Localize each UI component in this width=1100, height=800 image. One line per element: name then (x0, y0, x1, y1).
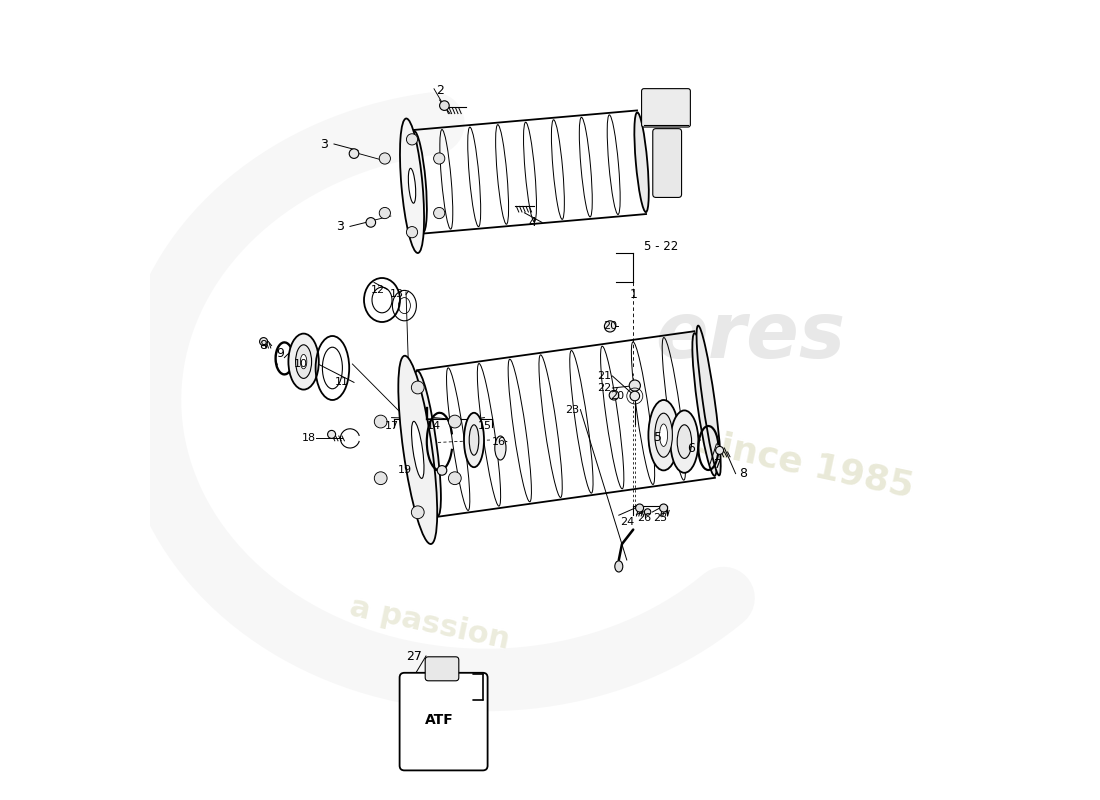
Text: 11: 11 (336, 378, 349, 387)
Text: 20: 20 (603, 322, 617, 331)
Ellipse shape (414, 370, 441, 516)
Text: 15: 15 (477, 421, 492, 430)
Ellipse shape (635, 113, 649, 212)
Ellipse shape (408, 168, 416, 203)
Text: 8: 8 (260, 339, 267, 352)
Text: ATF: ATF (426, 713, 454, 727)
Text: 5: 5 (654, 431, 662, 444)
Text: 8: 8 (739, 467, 748, 480)
Ellipse shape (300, 354, 307, 369)
Text: 19: 19 (397, 466, 411, 475)
Circle shape (260, 338, 267, 346)
Circle shape (636, 504, 644, 512)
Circle shape (660, 504, 668, 512)
Circle shape (449, 472, 461, 485)
FancyBboxPatch shape (399, 673, 487, 770)
Circle shape (645, 509, 651, 515)
Text: 4: 4 (528, 216, 537, 229)
Circle shape (349, 149, 359, 158)
Text: 16: 16 (492, 437, 506, 446)
Ellipse shape (660, 424, 668, 446)
Text: 14: 14 (427, 421, 441, 430)
Text: 5 - 22: 5 - 22 (645, 240, 679, 253)
Text: 22: 22 (597, 383, 612, 393)
Circle shape (374, 472, 387, 485)
Circle shape (406, 134, 418, 145)
Circle shape (406, 226, 418, 238)
Text: 13: 13 (389, 290, 404, 299)
Text: eres: eres (654, 298, 845, 374)
Circle shape (411, 506, 425, 518)
Text: 17: 17 (385, 421, 398, 430)
Circle shape (440, 101, 449, 110)
Text: 26: 26 (637, 514, 651, 523)
Ellipse shape (470, 425, 478, 455)
Text: 12: 12 (371, 285, 385, 294)
Circle shape (328, 430, 336, 438)
FancyBboxPatch shape (652, 129, 682, 198)
FancyBboxPatch shape (641, 89, 691, 127)
Text: 24: 24 (619, 517, 634, 526)
Circle shape (374, 415, 387, 428)
Text: 18: 18 (301, 434, 316, 443)
Ellipse shape (410, 131, 427, 233)
Circle shape (609, 390, 619, 400)
Ellipse shape (288, 334, 319, 390)
Circle shape (379, 207, 390, 218)
Text: 27: 27 (406, 650, 422, 662)
Ellipse shape (411, 422, 424, 478)
Ellipse shape (615, 561, 623, 572)
FancyBboxPatch shape (426, 657, 459, 681)
Text: 6: 6 (686, 442, 695, 454)
Circle shape (437, 466, 447, 475)
Circle shape (716, 446, 724, 454)
Ellipse shape (400, 118, 425, 253)
Text: 2: 2 (436, 84, 443, 97)
Ellipse shape (692, 334, 717, 476)
Ellipse shape (670, 410, 698, 473)
Circle shape (366, 218, 375, 227)
Text: 7: 7 (714, 458, 722, 470)
Ellipse shape (464, 413, 484, 467)
Text: 23: 23 (565, 405, 580, 414)
Text: 20: 20 (610, 391, 625, 401)
Circle shape (433, 153, 444, 164)
Circle shape (629, 380, 640, 391)
Ellipse shape (678, 425, 692, 458)
Ellipse shape (654, 413, 672, 457)
Ellipse shape (648, 400, 679, 470)
Circle shape (433, 207, 444, 218)
Text: 25: 25 (653, 514, 668, 523)
Ellipse shape (696, 326, 720, 475)
Text: 10: 10 (294, 359, 307, 369)
Text: 21: 21 (597, 371, 612, 381)
Text: a passion: a passion (348, 593, 513, 655)
Circle shape (379, 153, 390, 164)
Ellipse shape (495, 436, 506, 460)
Circle shape (449, 415, 461, 428)
Text: since 1985: since 1985 (695, 425, 916, 503)
Ellipse shape (398, 356, 437, 544)
Text: 9: 9 (276, 347, 284, 360)
Circle shape (630, 391, 639, 401)
Circle shape (411, 381, 425, 394)
Text: 3: 3 (320, 138, 328, 150)
Text: 3: 3 (337, 220, 344, 233)
Circle shape (604, 321, 616, 332)
Ellipse shape (296, 345, 311, 378)
Text: 1: 1 (629, 288, 637, 301)
